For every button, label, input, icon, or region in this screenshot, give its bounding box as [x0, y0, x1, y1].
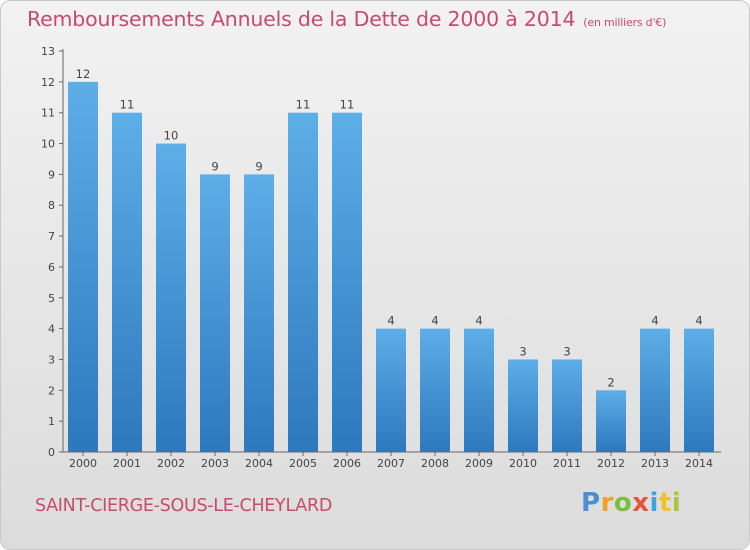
- x-tick-label: 2007: [377, 457, 405, 470]
- bar: [156, 143, 186, 453]
- x-tick-label: 2009: [465, 457, 493, 470]
- bar: [244, 174, 274, 452]
- y-tick-label: 10: [41, 138, 55, 151]
- chart-title: Remboursements Annuels de la Dette de 20…: [27, 7, 666, 31]
- bar: [68, 81, 98, 452]
- bar-value-label: 9: [255, 159, 262, 173]
- y-tick-label: 6: [48, 261, 55, 274]
- x-tick-label: 2001: [113, 457, 141, 470]
- x-tick-label: 2014: [685, 457, 713, 470]
- bar-value-label: 3: [563, 344, 570, 358]
- bar: [464, 328, 494, 452]
- x-tick-label: 2010: [509, 457, 537, 470]
- y-tick-label: 2: [48, 384, 55, 397]
- y-tick-label: 13: [41, 45, 55, 58]
- x-tick-label: 2004: [245, 457, 273, 470]
- y-tick-label: 8: [48, 199, 55, 212]
- bar: [112, 112, 142, 452]
- y-tick-label: 4: [48, 323, 55, 336]
- bar: [552, 359, 582, 452]
- x-tick-label: 2003: [201, 457, 229, 470]
- bar-value-label: 4: [475, 314, 482, 328]
- bar-value-label: 2: [607, 375, 614, 389]
- bar-value-label: 4: [387, 314, 394, 328]
- bar: [288, 112, 318, 452]
- bar: [508, 359, 538, 452]
- bar-value-label: 4: [431, 314, 438, 328]
- proxiti-logo: Proxiti: [581, 488, 682, 518]
- x-tick-label: 2011: [553, 457, 581, 470]
- bar: [332, 112, 362, 452]
- y-tick-label: 12: [41, 76, 55, 89]
- y-tick-label: 3: [48, 353, 55, 366]
- y-tick-label: 0: [48, 446, 55, 459]
- chart-title-main: Remboursements Annuels de la Dette de 20…: [27, 7, 576, 31]
- bar-value-label: 3: [519, 344, 526, 358]
- bar: [596, 390, 626, 452]
- bar: [420, 328, 450, 452]
- x-tick-label: 2006: [333, 457, 361, 470]
- x-tick-label: 2012: [597, 457, 625, 470]
- x-tick-label: 2000: [69, 457, 97, 470]
- bar-value-label: 11: [340, 98, 355, 112]
- bar: [200, 174, 230, 452]
- bar-value-label: 10: [164, 129, 179, 143]
- x-tick-label: 2005: [289, 457, 317, 470]
- y-tick-label: 11: [41, 107, 55, 120]
- bar-value-label: 9: [211, 159, 218, 173]
- chart-title-unit: (en milliers d'€): [583, 16, 667, 29]
- y-tick-label: 1: [48, 415, 55, 428]
- chart-labels: 12 2000 11 2001 10 2002 9 2003 9 2004 11 2005 11 2006…: [69, 67, 713, 470]
- bar-value-label: 11: [120, 98, 135, 112]
- commune-name: SAINT-CIERGE-SOUS-LE-CHEYLARD: [35, 496, 333, 516]
- y-tick-label: 9: [48, 168, 55, 181]
- bar-value-label: 11: [296, 98, 311, 112]
- bar: [684, 328, 714, 452]
- chart-bars: [68, 81, 714, 453]
- x-tick-label: 2008: [421, 457, 449, 470]
- bar: [376, 328, 406, 452]
- bar: [640, 328, 670, 452]
- x-tick-label: 2013: [641, 457, 669, 470]
- x-tick-label: 2002: [157, 457, 185, 470]
- y-tick-label: 7: [48, 230, 55, 243]
- y-tick-label: 5: [48, 292, 55, 305]
- bar-value-label: 12: [76, 67, 91, 81]
- bar-value-label: 4: [651, 314, 658, 328]
- bar-value-label: 4: [695, 314, 702, 328]
